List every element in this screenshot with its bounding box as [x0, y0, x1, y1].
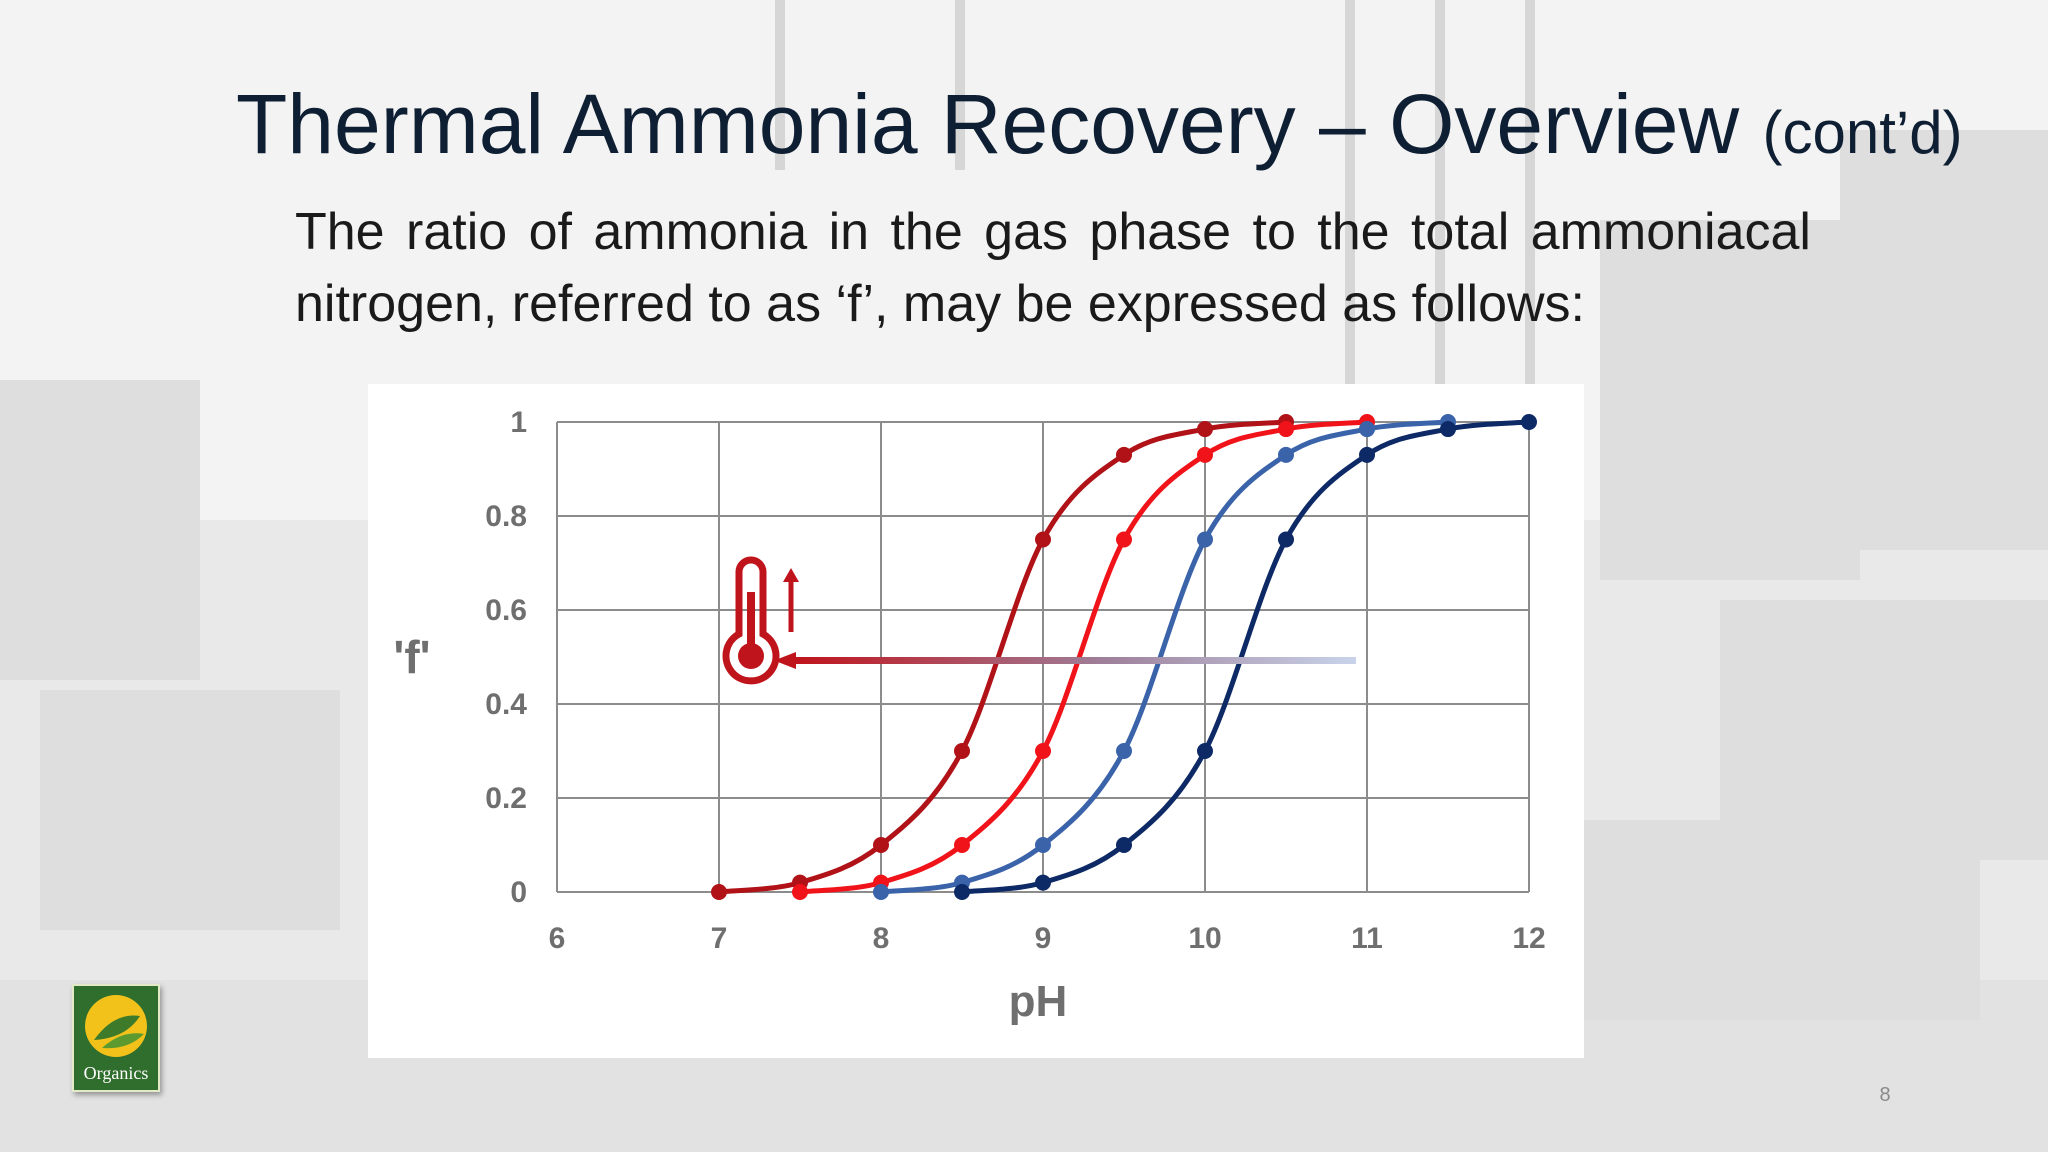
thermometer-outline [722, 556, 780, 685]
series-4-point [1521, 414, 1537, 430]
series-2-point [1197, 446, 1213, 463]
left-arrow-icon [774, 652, 796, 669]
y-axis-label: 'f' [393, 631, 430, 683]
organics-logo-text: Organics [83, 1063, 149, 1083]
x-tick-label: 8 [873, 922, 890, 955]
y-tick-label: 0.6 [485, 594, 527, 627]
series-2-point [1278, 421, 1294, 438]
series-1-point [873, 837, 889, 853]
y-tick-label: 0 [510, 876, 527, 909]
series-3-line [878, 419, 1451, 895]
x-tick-label: 12 [1512, 922, 1545, 955]
series-3-point [1197, 531, 1213, 548]
series-4-point [954, 884, 970, 900]
slide-title: Thermal Ammonia Recovery – Overview (con… [236, 74, 1963, 183]
left-arrow-shaft [796, 657, 1356, 664]
f-vs-ph-chart: 6 7 8 9 10 11 12 0 0.2 0.4 0.6 0.8 1 pH 'f' [393, 406, 1545, 1026]
thermometer-icon [722, 556, 780, 685]
chart-panel: 6 7 8 9 10 11 12 0 0.2 0.4 0.6 0.8 1 pH 'f' [368, 384, 1584, 1058]
series-4-point [1278, 531, 1294, 548]
series-4-point [1197, 743, 1213, 759]
series-3-point [1116, 743, 1132, 759]
series-2-line [797, 419, 1370, 895]
slide-title-main: Thermal Ammonia Recovery – Overview [236, 77, 1740, 171]
series-4-point [1440, 421, 1456, 438]
series-1-point [1116, 446, 1132, 463]
series-3-point [1035, 837, 1051, 853]
x-tick-label: 6 [549, 922, 566, 955]
series-1-point [1197, 421, 1213, 438]
organics-logo-icon [85, 995, 147, 1057]
x-tick-label: 10 [1188, 922, 1221, 955]
series-4-point [1035, 874, 1051, 891]
series-3-point [1359, 421, 1375, 438]
thermometer-column [747, 592, 755, 648]
series-3-point [873, 884, 889, 900]
series-2-point [1116, 531, 1132, 548]
series-4-point [1359, 446, 1375, 463]
y-tick-label: 0.2 [485, 782, 527, 815]
x-axis-label: pH [1009, 977, 1068, 1026]
slide-title-suffix: (cont’d) [1762, 99, 1963, 166]
series-3-point [1278, 446, 1294, 463]
series-2-point [954, 837, 970, 853]
thermometer-bulb [738, 643, 764, 669]
y-tick-label: 0.8 [485, 500, 527, 533]
x-tick-label: 11 [1351, 922, 1383, 955]
series-4-point [1116, 837, 1132, 853]
y-tick-label: 0.4 [485, 688, 527, 721]
series-4-line [959, 419, 1532, 895]
y-tick-label: 1 [510, 406, 527, 439]
organics-logo: Organics [72, 984, 160, 1092]
series-1-line [716, 419, 1289, 895]
page-number: 8 [1879, 1084, 1891, 1106]
series-2-point [792, 884, 808, 900]
series-1-point [711, 884, 727, 900]
series-1-point [954, 743, 970, 759]
series-1-point [1035, 531, 1051, 548]
x-tick-label: 7 [711, 922, 728, 955]
slide-body-text: The ratio of ammonia in the gas phase to… [295, 203, 1811, 333]
x-tick-label: 9 [1035, 922, 1052, 955]
up-arrow-icon [783, 568, 799, 582]
series-2-point [1035, 743, 1051, 759]
